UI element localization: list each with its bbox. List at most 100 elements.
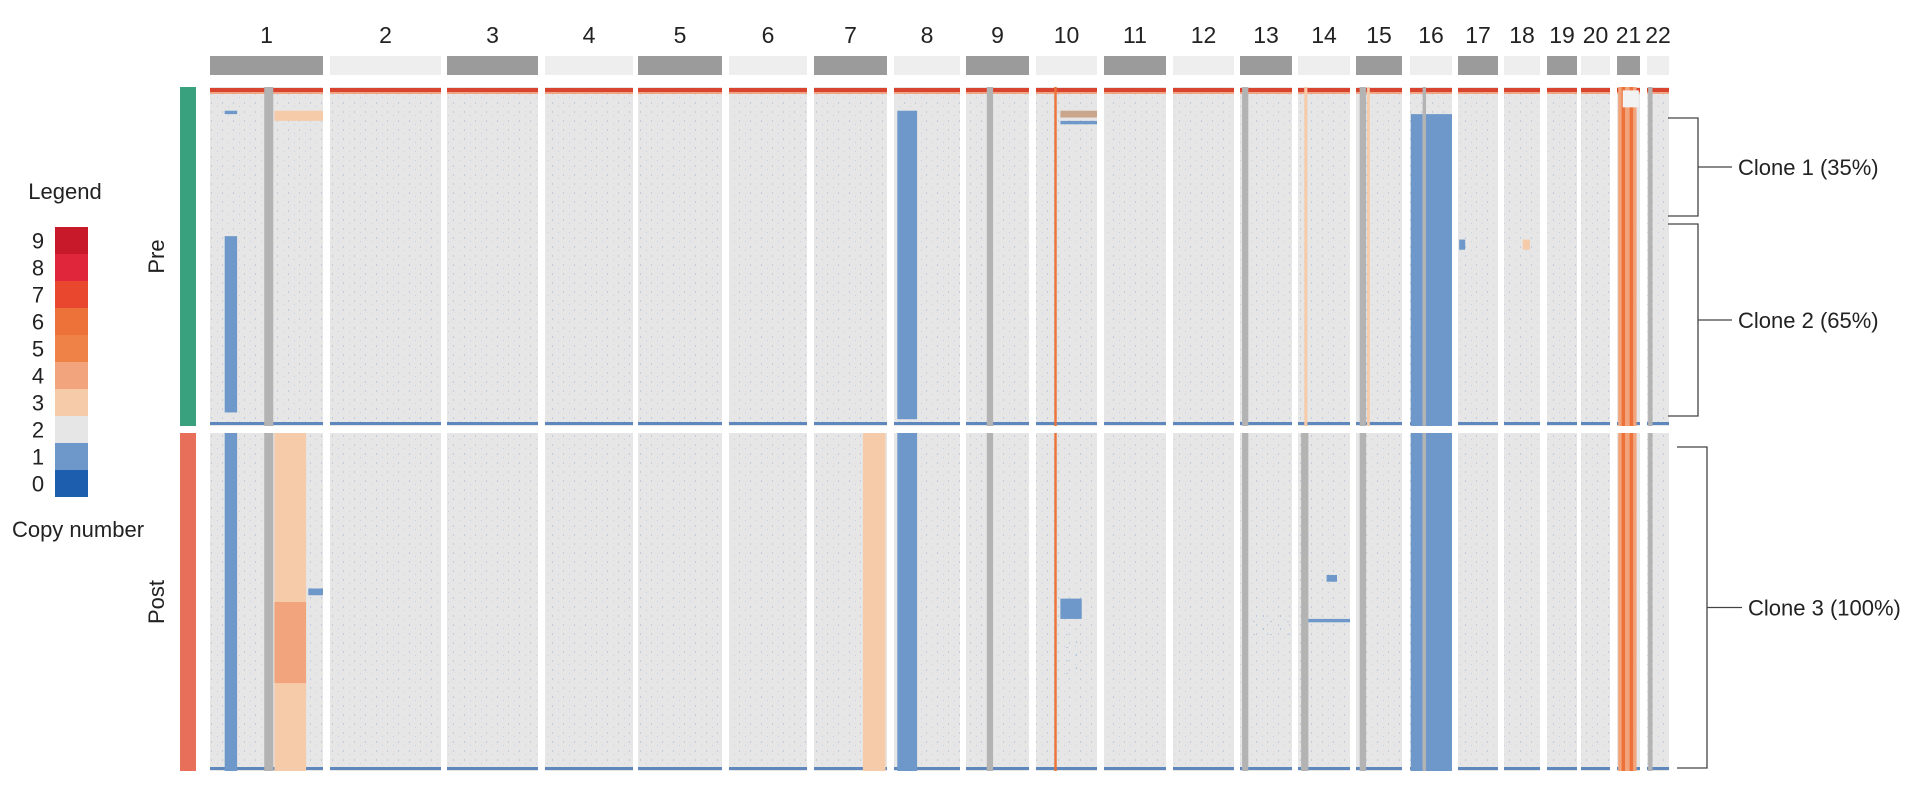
pre-noise xyxy=(1036,87,1097,426)
post-bottom-band xyxy=(814,767,887,770)
pre-noise xyxy=(729,87,807,426)
pre-top-band xyxy=(1298,92,1350,94)
post-cnv-segment xyxy=(986,433,994,771)
chromosome-label: 20 xyxy=(1583,22,1609,48)
post-cnv-segment xyxy=(1054,433,1057,771)
post-cnv-segment xyxy=(1618,433,1637,771)
group-sidebars: Pre Post xyxy=(144,87,196,771)
pre-bottom-band xyxy=(1036,422,1097,425)
post-bottom-band xyxy=(966,767,1029,770)
pre-noise xyxy=(1173,87,1234,426)
post-noise xyxy=(1173,433,1234,771)
clone-bracket xyxy=(1668,117,1732,217)
pre-top-band xyxy=(1581,92,1610,94)
pre-bottom-band xyxy=(894,422,960,425)
post-noise xyxy=(729,433,807,771)
pre-top-band xyxy=(814,92,887,94)
post-cnv-segment xyxy=(274,602,307,684)
pre-top-band xyxy=(1458,88,1498,92)
chromosome-label: 12 xyxy=(1191,22,1217,48)
legend-swatch-0 xyxy=(55,470,88,497)
legend-swatch-3 xyxy=(55,389,88,416)
legend-swatch-8 xyxy=(55,254,88,281)
chromosome-label: 5 xyxy=(674,22,687,48)
chromosome-bar xyxy=(1504,56,1540,75)
group-bar-post xyxy=(180,433,196,771)
chromosome-bar xyxy=(966,56,1029,75)
pre-bottom-band xyxy=(1173,422,1234,425)
pre-top-band xyxy=(729,92,807,94)
pre-cnv-segment xyxy=(1060,110,1097,118)
clone-bracket xyxy=(1668,223,1732,417)
chromosome-label: 16 xyxy=(1418,22,1444,48)
chromosome-bar xyxy=(330,56,441,75)
chromosome-label: 18 xyxy=(1509,22,1535,48)
chromosome-bar xyxy=(1173,56,1234,75)
pre-top-band xyxy=(1173,88,1234,92)
post-noise xyxy=(330,433,441,771)
clone-label: Clone 3 (100%) xyxy=(1748,596,1901,621)
legend-level-label: 2 xyxy=(32,418,44,443)
post-noise xyxy=(1504,433,1540,771)
post-bottom-band xyxy=(330,767,441,770)
post-cnv-segment xyxy=(308,588,323,596)
pre-noise xyxy=(330,87,441,426)
pre-top-band xyxy=(894,88,960,92)
chromosome-bar xyxy=(1617,56,1640,75)
pre-top-band xyxy=(729,88,807,92)
post-cnv-segment xyxy=(1242,433,1249,771)
post-noise xyxy=(1240,433,1292,771)
pre-cnv-segment xyxy=(264,87,274,426)
pre-top-band xyxy=(1581,88,1610,92)
pre-cnv-segment xyxy=(1410,114,1423,427)
post-cnv-segment xyxy=(1359,433,1367,771)
post-cnv-segment xyxy=(1308,618,1350,623)
pre-bottom-band xyxy=(1581,422,1610,425)
pre-bottom-band xyxy=(966,422,1029,425)
chromosome-label: 19 xyxy=(1549,22,1575,48)
post-cnv-segment xyxy=(862,433,886,771)
chromosome-label: 4 xyxy=(583,22,596,48)
pre-bottom-band xyxy=(729,422,807,425)
legend-swatch-6 xyxy=(55,308,88,335)
pre-cnv-segment xyxy=(224,236,238,413)
chromosome-label: 7 xyxy=(844,22,857,48)
legend-swatch-5 xyxy=(55,335,88,362)
post-noise xyxy=(1104,433,1166,771)
pre-bottom-band xyxy=(1547,422,1577,425)
pre-cnv-segment xyxy=(1359,87,1367,426)
post-noise xyxy=(966,433,1029,771)
post-bottom-band xyxy=(729,767,807,770)
post-bottom-band xyxy=(638,767,722,770)
pre-noise xyxy=(447,87,538,426)
chromosome-label: 2 xyxy=(379,22,392,48)
chromosome-bar xyxy=(1240,56,1292,75)
pre-bottom-band xyxy=(1298,422,1350,425)
post-cnv-segment xyxy=(897,433,918,771)
chromosome-bar xyxy=(1410,56,1452,75)
pre-top-band xyxy=(1410,92,1452,94)
pre-top-band xyxy=(1036,92,1097,94)
legend-swatch-9 xyxy=(55,227,88,254)
clone-label: Clone 1 (35%) xyxy=(1738,155,1879,180)
pre-top-band xyxy=(1410,88,1452,92)
group-bar-pre xyxy=(180,87,196,426)
pre-noise xyxy=(1104,87,1166,426)
clone-bracket xyxy=(1677,446,1742,769)
legend-level-label: 6 xyxy=(32,310,44,335)
pre-top-band xyxy=(1356,88,1402,92)
post-cnv-segment xyxy=(1422,433,1426,771)
chromosome-label: 1 xyxy=(260,22,273,48)
legend-level-label: 4 xyxy=(32,364,44,389)
pre-top-band xyxy=(638,92,722,94)
chromosome-bar xyxy=(1581,56,1610,75)
pre-noise xyxy=(1547,87,1577,426)
pre-bottom-band xyxy=(330,422,441,425)
post-cnv-segment xyxy=(1648,433,1653,771)
pre-noise xyxy=(1240,87,1292,426)
pre-noise xyxy=(638,87,722,426)
chromosome-bar xyxy=(1458,56,1498,75)
post-cnv-segment xyxy=(264,433,274,771)
pre-noise xyxy=(814,87,887,426)
legend-swatch-4 xyxy=(55,362,88,389)
